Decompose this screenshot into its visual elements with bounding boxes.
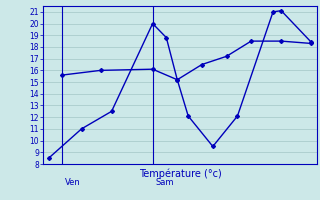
X-axis label: Température (°c): Température (°c): [139, 168, 221, 179]
Text: Ven: Ven: [65, 178, 81, 187]
Text: Sam: Sam: [156, 178, 174, 187]
